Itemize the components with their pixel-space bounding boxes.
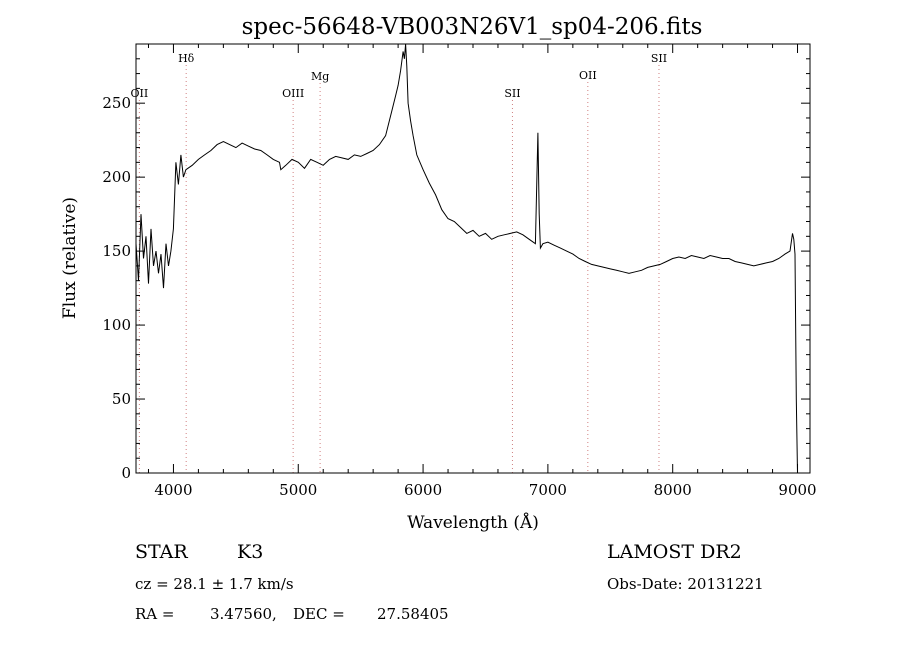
ra-value: 3.47560, xyxy=(210,605,277,623)
line-marker-label: OIII xyxy=(282,87,304,100)
object-class: STAR xyxy=(135,541,188,563)
plot-frame xyxy=(135,43,811,474)
x-axis-label: Wavelength (Å) xyxy=(407,512,539,533)
survey-name: LAMOST DR2 xyxy=(607,541,742,563)
y-tick-label: 100 xyxy=(102,316,131,334)
x-tick-label: 6000 xyxy=(404,481,442,499)
x-tick-label: 9000 xyxy=(778,481,816,499)
x-tick-label: 8000 xyxy=(654,481,692,499)
line-marker-label: OII xyxy=(579,69,597,82)
observation-date: Obs-Date: 20131221 xyxy=(607,575,764,593)
x-tick-label: 7000 xyxy=(529,481,567,499)
y-tick-label: 200 xyxy=(102,168,131,186)
dec-label: DEC = xyxy=(293,605,345,623)
chart-title: spec-56648-VB003N26V1_sp04-206.fits xyxy=(242,14,703,40)
axis-tick-layer: 4000 5000 6000 7000 8000 9000 0 50 100 150 200 250 xyxy=(102,44,817,499)
line-marker-label: SII xyxy=(504,87,520,100)
line-marker-label: SII xyxy=(651,52,667,65)
dec-value: 27.58405 xyxy=(377,605,449,623)
y-tick-label: 50 xyxy=(112,390,131,408)
redshift-velocity: cz = 28.1 ± 1.7 km/s xyxy=(135,575,294,593)
ra-label: RA = xyxy=(135,605,175,623)
object-subclass: K3 xyxy=(237,541,264,563)
y-axis-label: Flux (relative) xyxy=(60,197,80,319)
line-marker-label: OII xyxy=(131,87,149,100)
x-tick-label: 5000 xyxy=(279,481,317,499)
line-marker-label: Mg xyxy=(311,70,329,83)
y-tick-label: 150 xyxy=(102,242,131,260)
spectrum-line xyxy=(135,43,798,474)
x-tick-label: 4000 xyxy=(154,481,192,499)
line-marker-layer: OII Hδ OIII Mg SII OII SII xyxy=(131,52,667,473)
y-tick-label: 250 xyxy=(102,94,131,112)
y-tick-label: 0 xyxy=(121,464,131,482)
line-marker-label: Hδ xyxy=(178,52,195,65)
